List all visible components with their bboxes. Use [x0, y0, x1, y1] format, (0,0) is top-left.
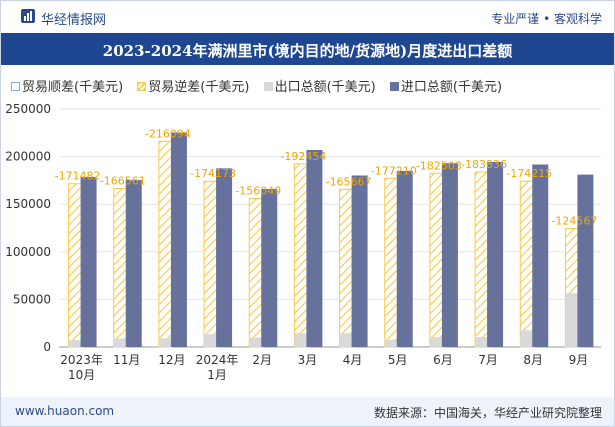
legend-label-surplus: 贸易顺差(千美元)	[22, 80, 124, 95]
data-label-deficit: -165667	[326, 175, 372, 188]
legend-item-export[interactable]: 出口总额(千美元)	[263, 76, 376, 95]
data-label-deficit: -182503	[416, 159, 462, 172]
x-tick-label: 10月	[68, 368, 95, 382]
bar-export[interactable]	[429, 337, 444, 347]
legend-item-surplus[interactable]: 贸易顺差(千美元)	[11, 76, 123, 95]
footer: www.huaon.com 数据来源：中国海关，华经产业研究院整理	[1, 397, 614, 426]
data-label-deficit: -156049	[235, 184, 281, 197]
x-tick-label: 2023年	[60, 353, 103, 367]
bar-deficit[interactable]	[68, 183, 84, 348]
legend-swatch-export	[263, 82, 273, 91]
bar-deficit[interactable]	[158, 140, 174, 348]
x-tick-label: 4月	[343, 353, 363, 367]
bar-import[interactable]	[170, 132, 187, 347]
legend-swatch-import	[389, 82, 399, 91]
bar-import[interactable]	[396, 170, 413, 347]
bar-import[interactable]	[261, 188, 278, 347]
bar-export[interactable]	[249, 337, 264, 347]
bar-export[interactable]	[204, 334, 219, 347]
bar-export[interactable]	[565, 293, 580, 347]
bar-export[interactable]	[475, 337, 490, 347]
bar-import[interactable]	[125, 180, 142, 347]
bar-export[interactable]	[294, 333, 309, 347]
data-label-deficit: -216094	[145, 127, 191, 140]
data-labels: -171482 -166561 -216094 -174173 -156049 -1924…	[55, 127, 598, 227]
bar-deficit[interactable]	[474, 171, 490, 348]
bar-deficit[interactable]	[293, 163, 309, 348]
bar-import[interactable]	[532, 164, 549, 347]
title-bar: 2023-2024年满洲里市(境内目的地/货源地)月度进出口差额	[1, 33, 614, 65]
legend-label-import: 进口总额(千美元)	[400, 80, 503, 95]
brand-name: 华经情报网	[41, 13, 107, 28]
x-tick-label: 5月	[388, 353, 408, 367]
legend-label-deficit: 贸易逆差(千美元)	[148, 80, 250, 95]
bar-export[interactable]	[158, 338, 173, 347]
bar-import[interactable]	[487, 161, 504, 347]
brand-logo-icon	[21, 9, 35, 23]
y-tick-label: 0	[43, 340, 51, 354]
bar-deficit[interactable]	[429, 172, 445, 348]
x-tick-label: 6月	[433, 353, 453, 367]
data-label-deficit: -174173	[190, 167, 236, 180]
x-tick-label: 2月	[252, 353, 272, 367]
bar-export[interactable]	[68, 340, 83, 347]
legend: 贸易顺差(千美元) 贸易逆差(千美元) 出口总额(千美元) 进口总额(千美元)	[11, 76, 512, 95]
bar-import[interactable]	[216, 168, 233, 347]
bar-deficit[interactable]	[384, 177, 400, 348]
bar-import[interactable]	[351, 175, 368, 347]
x-tick-label: 7月	[478, 353, 498, 367]
x-tick-label: 3月	[298, 353, 318, 367]
bar-deficit[interactable]	[203, 180, 219, 348]
y-tick-label: 100000	[5, 245, 51, 259]
data-label-deficit: -124567	[551, 214, 597, 227]
y-tick-label: 150000	[5, 197, 51, 211]
tagline: 专业严谨 • 客观科学	[491, 12, 602, 26]
bars	[68, 132, 594, 348]
bar-import[interactable]	[80, 176, 97, 347]
data-label-deficit: -177210	[371, 164, 417, 177]
bar-import[interactable]	[441, 163, 458, 347]
x-tick-label: 8月	[523, 353, 543, 367]
y-tick-label: 250000	[5, 102, 51, 116]
website-link[interactable]: www.huaon.com	[15, 404, 115, 418]
x-tick-label: 11月	[113, 353, 140, 367]
x-tick-label: 12月	[158, 353, 185, 367]
bar-export[interactable]	[384, 339, 399, 347]
data-label-deficit: -166561	[100, 174, 146, 187]
y-axis: 0 50000 100000 150000 200000 250000	[5, 102, 601, 354]
bar-export[interactable]	[520, 330, 535, 347]
data-label-deficit: -183836	[461, 158, 507, 171]
chart-title: 2023-2024年满洲里市(境内目的地/货源地)月度进出口差额	[102, 42, 513, 60]
legend-item-import[interactable]: 进口总额(千美元)	[389, 76, 503, 95]
data-label-deficit: -174215	[506, 167, 552, 180]
bar-export[interactable]	[339, 333, 354, 347]
bar-export[interactable]	[113, 338, 128, 347]
bar-import[interactable]	[306, 149, 323, 347]
y-tick-label: 50000	[13, 292, 51, 306]
legend-swatch-surplus	[11, 82, 20, 91]
top-bar: 华经情报网 专业严谨 • 客观科学	[1, 1, 614, 33]
x-tick-label: 9月	[569, 353, 589, 367]
bar-deficit[interactable]	[339, 188, 355, 348]
bar-deficit[interactable]	[519, 180, 535, 348]
data-label-deficit: -192454	[280, 150, 326, 163]
bar-import[interactable]	[577, 174, 594, 347]
legend-item-deficit[interactable]: 贸易逆差(千美元)	[137, 76, 249, 95]
legend-label-export: 出口总额(千美元)	[274, 80, 376, 95]
bar-deficit[interactable]	[248, 197, 264, 348]
y-tick-label: 200000	[5, 150, 51, 164]
data-source: 数据来源：中国海关，华经产业研究院整理	[373, 406, 602, 420]
legend-swatch-deficit	[137, 82, 147, 91]
x-tick-label: 1月	[207, 368, 227, 382]
x-tick-label: 2024年	[196, 353, 239, 367]
data-label-deficit: -171482	[55, 170, 101, 183]
bar-deficit[interactable]	[113, 187, 129, 348]
